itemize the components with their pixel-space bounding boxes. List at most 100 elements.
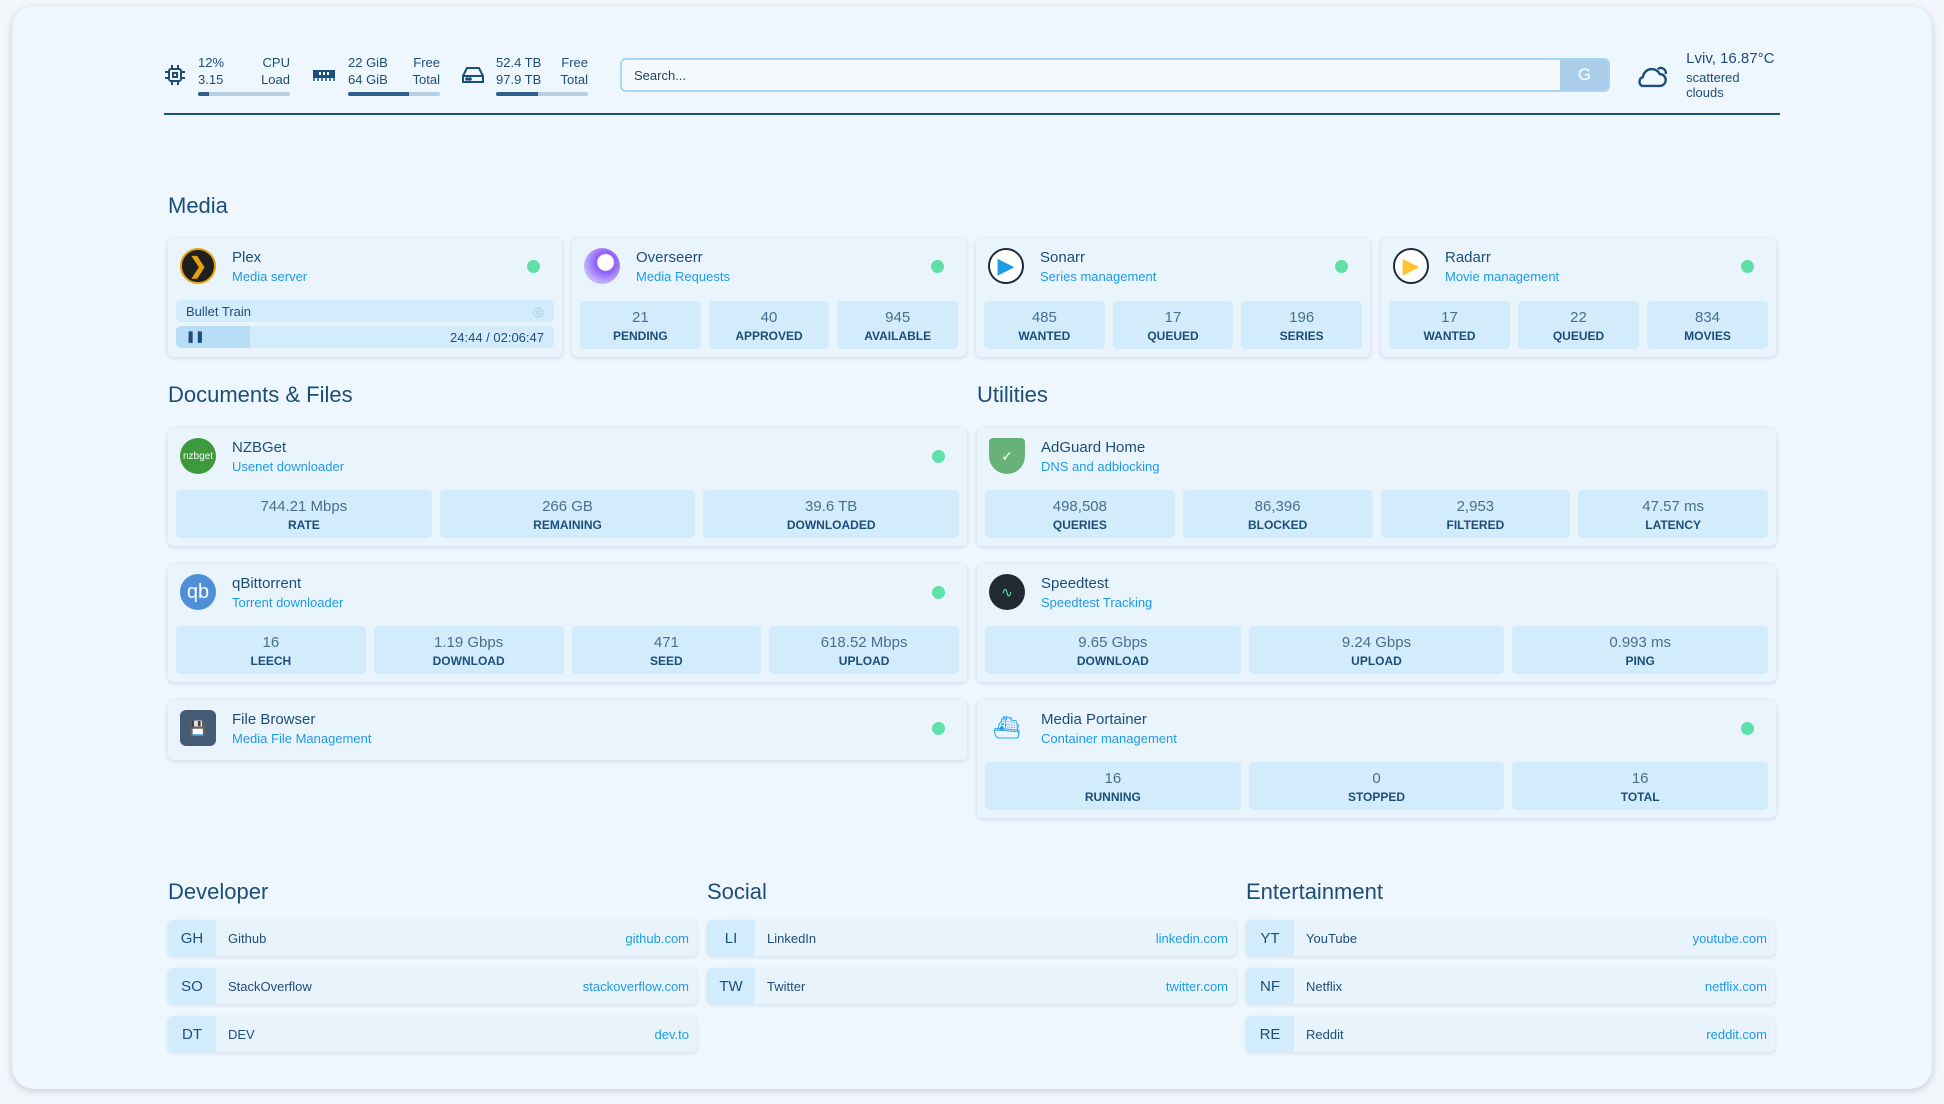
stats-row: 21 PENDING 40 APPROVED 945 AVAILABLE	[580, 301, 959, 349]
stat-value: 945	[885, 309, 911, 326]
playback-progress[interactable]: ❚❚ 24:44 / 02:06:47	[176, 326, 554, 348]
bookmark-url[interactable]: stackoverflow.com	[582, 978, 689, 994]
stat-label: RUNNING	[1084, 790, 1141, 804]
stat-value: 471	[653, 634, 679, 651]
search-input[interactable]: Search... G	[620, 58, 1611, 92]
stats-row: 9.65 Gbps DOWNLOAD 9.24 Gbps UPLOAD 0.993 ms…	[985, 626, 1769, 674]
nzbget-icon: nzbget	[180, 438, 216, 474]
stat-available: 945 AVAILABLE	[837, 301, 959, 349]
stat-value: 498,508	[1052, 498, 1107, 515]
bookmark-abbr: RE	[1246, 1016, 1294, 1052]
stat-label: QUEUED	[1552, 329, 1605, 343]
bookmark-url[interactable]: dev.to	[654, 1026, 689, 1042]
free-label: Free	[413, 55, 440, 70]
disk-free: 52.4 TB	[496, 55, 542, 70]
service-card-overseerr[interactable]: Overseerr Media Requests 21 PENDING 40 APPRO…	[572, 238, 966, 357]
speedtest-icon: ∿	[989, 574, 1025, 610]
stats-row: 16 LEECH 1.19 Gbps DOWNLOAD 471 SEED 618.52 Mb…	[176, 626, 959, 674]
bookmark-url[interactable]: reddit.com	[1706, 1026, 1767, 1042]
service-name: Sonarr	[1040, 248, 1086, 266]
stat-queued: 17 QUEUED	[1112, 301, 1234, 349]
bookmark-youtube[interactable]: YT YouTube youtube.com	[1246, 920, 1775, 956]
stat-movies: 834 MOVIES	[1647, 301, 1768, 349]
bookmark-name: Reddit	[1306, 1026, 1344, 1042]
stat-label: LEECH	[250, 654, 292, 668]
service-name: NZBGet	[232, 438, 287, 456]
radarr-icon: ▶	[1393, 248, 1429, 284]
stat-label: RATE	[287, 518, 320, 532]
bookmark-name: YouTube	[1306, 930, 1358, 946]
service-card-adguard[interactable]: ✓ AdGuard Home DNS and adblocking 498,508…	[977, 428, 1776, 546]
bookmark-name: StackOverflow	[228, 978, 312, 994]
bookmark-dev[interactable]: DT DEV dev.to	[168, 1016, 697, 1052]
stat-label: DOWNLOADED	[786, 518, 876, 532]
stat-label: UPLOAD	[1351, 654, 1402, 668]
plex-icon: ❯	[180, 248, 216, 284]
bookmark-reddit[interactable]: RE Reddit reddit.com	[1246, 1016, 1775, 1052]
stat-label: SERIES	[1279, 329, 1324, 343]
bookmark-netflix[interactable]: NF Netflix netflix.com	[1246, 968, 1775, 1004]
stat-series: 196 SERIES	[1241, 301, 1363, 349]
bookmark-url[interactable]: twitter.com	[1165, 978, 1228, 994]
cpu-label: CPU	[262, 55, 290, 70]
stat-pending: 21 PENDING	[580, 301, 701, 349]
service-card-plex[interactable]: ❯ Plex Media server Bullet Train ◎ ❚❚ 24:…	[168, 238, 562, 357]
service-card-sonarr[interactable]: ▶ Sonarr Series management 485 WANTED 17 QUE…	[976, 238, 1370, 357]
service-card-radarr[interactable]: ▶ Radarr Movie management 17 WANTED 22 QUEUE…	[1381, 238, 1776, 357]
stat-download: 9.65 Gbps DOWNLOAD	[985, 626, 1241, 674]
bookmark-url[interactable]: netflix.com	[1704, 978, 1767, 994]
stats-row: 498,508 QUERIES 86,396 BLOCKED 2,953 FILTERED…	[985, 490, 1768, 538]
stat-value: 16	[1104, 770, 1122, 787]
bookmark-url[interactable]: linkedin.com	[1155, 930, 1228, 946]
stat-value: 39.6 TB	[805, 498, 858, 515]
stat-blocked: 86,396 BLOCKED	[1182, 490, 1373, 538]
service-card-qbittorrent[interactable]: qb qBittorrent Torrent downloader 16 LEECH…	[168, 564, 967, 682]
bookmark-stackoverflow[interactable]: SO StackOverflow stackoverflow.com	[168, 968, 697, 1004]
stat-wanted: 485 WANTED	[984, 301, 1105, 349]
stat-label: BLOCKED	[1247, 518, 1308, 532]
stat-value: 1.19 Gbps	[434, 634, 504, 651]
cpu-widget: 12% CPU 3.15 Load	[164, 54, 290, 96]
total-label: Total	[560, 72, 588, 87]
memory-icon	[313, 70, 335, 81]
search-provider-button[interactable]: G	[1560, 60, 1609, 90]
pause-icon[interactable]: ❚❚	[186, 331, 205, 343]
status-indicator	[1741, 722, 1754, 735]
stat-label: FILTERED	[1446, 518, 1505, 532]
stat-value: 266 GB	[542, 498, 593, 515]
service-card-filebrowser[interactable]: 💾 File Browser Media File Management	[168, 700, 967, 760]
service-card-portainer[interactable]: ⛴ Media Portainer Container management 16…	[977, 700, 1776, 818]
status-indicator	[932, 450, 945, 463]
total-label: Total	[412, 72, 440, 87]
memory-widget: 22 GiB Free 64 GiB Total	[312, 54, 440, 96]
now-playing-title: Bullet Train	[186, 304, 252, 319]
bookmark-url[interactable]: youtube.com	[1692, 930, 1767, 946]
status-indicator	[1741, 260, 1754, 273]
bookmark-url[interactable]: github.com	[625, 930, 689, 946]
stat-ping: 0.993 ms PING	[1512, 626, 1769, 674]
bookmark-linkedin[interactable]: LI LinkedIn linkedin.com	[707, 920, 1236, 956]
load-label: Load	[261, 72, 290, 87]
section-documents: Documents & Files	[168, 382, 353, 407]
service-card-speedtest[interactable]: ∿ Speedtest Speedtest Tracking 9.65 Gbps D…	[977, 564, 1776, 682]
stat-value: 17	[1164, 309, 1182, 326]
sonarr-icon: ▶	[988, 248, 1024, 284]
bookmark-twitter[interactable]: TW Twitter twitter.com	[707, 968, 1236, 1004]
section-utilities: Utilities	[977, 382, 1048, 407]
bookmark-github[interactable]: GH Github github.com	[168, 920, 697, 956]
stat-label: QUERIES	[1052, 518, 1107, 532]
stat-value: 47.57 ms	[1642, 498, 1704, 515]
service-description: Container management	[1041, 730, 1177, 746]
service-card-nzbget[interactable]: nzbget NZBGet Usenet downloader 744.21 Mb…	[168, 428, 967, 546]
file-browser-icon: 💾	[180, 710, 216, 746]
stat-value: 618.52 Mbps	[820, 634, 908, 651]
service-name: Plex	[232, 248, 262, 266]
bookmark-abbr: LI	[707, 920, 755, 956]
stat-value: 9.65 Gbps	[1078, 634, 1148, 651]
stat-queued: 22 QUEUED	[1518, 301, 1639, 349]
stat-label: QUEUED	[1147, 329, 1199, 343]
service-description: Media File Management	[232, 730, 372, 746]
stat-queries: 498,508 QUERIES	[985, 490, 1175, 538]
stat-remaining: 266 GB REMAINING	[439, 490, 696, 538]
stat-upload: 618.52 Mbps UPLOAD	[769, 626, 959, 674]
